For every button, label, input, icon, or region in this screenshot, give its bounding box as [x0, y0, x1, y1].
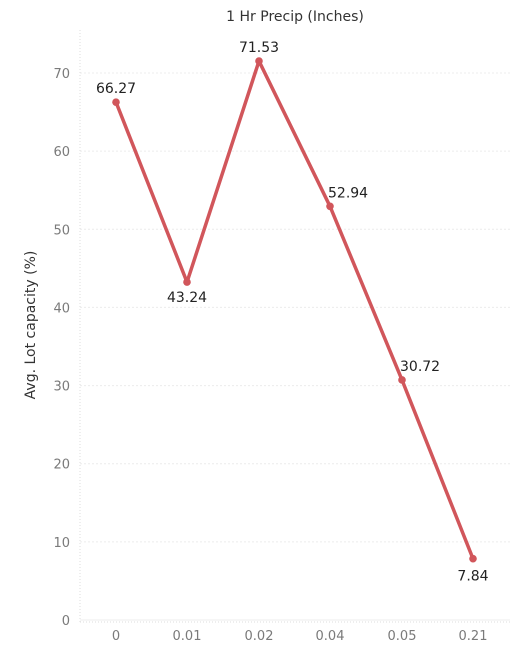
x-tick-label: 0.05: [388, 629, 417, 644]
y-tick-label: 50: [53, 223, 70, 238]
data-label: 66.27: [96, 81, 136, 97]
x-tick-label: 0.02: [245, 629, 274, 644]
data-label: 43.24: [167, 290, 207, 306]
x-tick-label: 0.21: [459, 629, 488, 644]
series-line: [114, 59, 475, 561]
y-tick-label: 40: [53, 301, 70, 316]
data-point: [469, 554, 477, 563]
data-point: [255, 57, 263, 65]
data-label: 71.53: [239, 40, 279, 56]
x-tick-label: 0.01: [173, 629, 202, 644]
y-tick-label: 70: [53, 67, 70, 82]
data-point: [326, 202, 334, 211]
y-tick-label: 60: [53, 145, 70, 160]
x-tick-label: 0: [112, 629, 120, 644]
data-label: 7.84: [457, 569, 488, 585]
data-label: 30.72: [400, 359, 440, 375]
data-label: 52.94: [328, 185, 368, 201]
y-tick-label: 30: [53, 380, 70, 395]
y-tick-label: 10: [53, 536, 70, 551]
x-tick-label: 0.04: [316, 629, 345, 644]
y-tick-label: 0: [62, 614, 70, 629]
data-point: [398, 376, 406, 384]
y-tick-label: 20: [53, 458, 70, 473]
chart-title: 1 Hr Precip (Inches): [226, 9, 364, 25]
data-point: [183, 278, 191, 286]
data-point: [112, 98, 120, 106]
